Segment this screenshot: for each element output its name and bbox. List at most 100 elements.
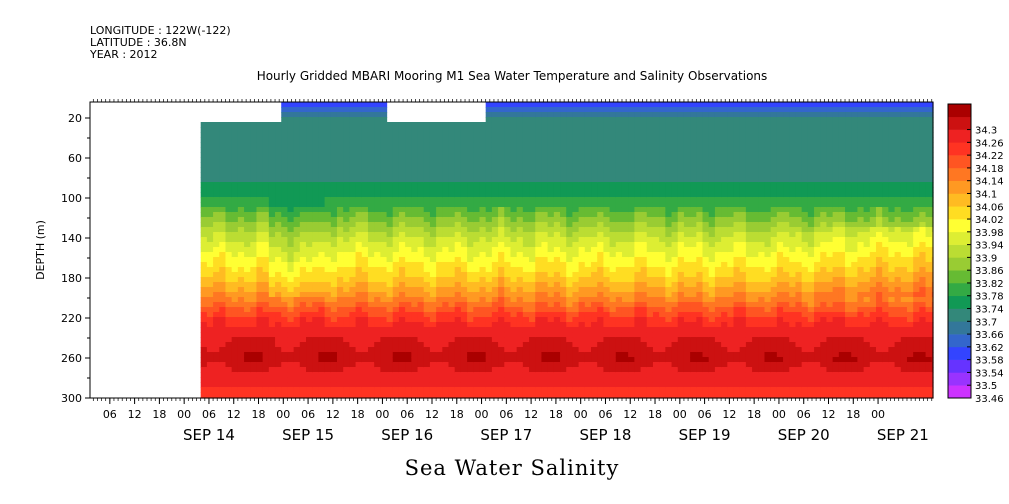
salinity-cell (690, 207, 697, 213)
salinity-cell (219, 272, 227, 278)
salinity-cell (572, 182, 580, 188)
salinity-cell (200, 222, 208, 228)
salinity-cell (714, 217, 722, 223)
salinity-cell (603, 222, 611, 228)
salinity-cell (510, 247, 518, 253)
salinity-cell (609, 357, 617, 363)
salinity-cell (213, 357, 220, 363)
salinity-cell (708, 162, 716, 168)
salinity-cell (572, 122, 580, 128)
salinity-cell (448, 367, 456, 373)
salinity-cell (467, 207, 474, 213)
salinity-cell (256, 247, 264, 253)
salinity-cell (677, 182, 685, 188)
salinity-cell (281, 192, 289, 198)
salinity-cell (330, 267, 338, 273)
salinity-cell (237, 332, 245, 338)
salinity-cell (460, 207, 468, 213)
salinity-cell (591, 207, 598, 213)
salinity-cell (553, 237, 561, 243)
salinity-cell (405, 182, 412, 188)
salinity-cell (553, 242, 561, 248)
salinity-cell (591, 267, 598, 273)
salinity-cell (578, 122, 586, 128)
salinity-cell (597, 302, 604, 308)
salinity-cell (213, 182, 220, 188)
salinity-cell (714, 192, 722, 198)
salinity-cell (467, 172, 474, 178)
salinity-cell (349, 307, 357, 313)
salinity-cell (275, 197, 282, 203)
salinity-cell (237, 127, 245, 133)
salinity-cell (405, 367, 412, 373)
salinity-cell (615, 177, 623, 183)
salinity-cell (646, 312, 654, 318)
salinity-cell (522, 162, 530, 168)
salinity-cell (572, 267, 580, 273)
salinity-cell (386, 237, 394, 243)
salinity-cell (225, 167, 233, 173)
salinity-cell (659, 267, 666, 273)
salinity-cell (659, 302, 666, 308)
salinity-cell (324, 302, 332, 308)
salinity-cell (417, 317, 425, 323)
salinity-cell (244, 247, 251, 253)
salinity-cell (615, 312, 623, 318)
salinity-cell (281, 392, 289, 398)
salinity-cell (535, 312, 543, 318)
salinity-cell (423, 217, 431, 223)
salinity-cell (591, 362, 598, 368)
salinity-cell (696, 307, 704, 313)
salinity-cell (690, 322, 697, 328)
salinity-cell (646, 347, 654, 353)
salinity-cell (442, 232, 450, 238)
salinity-cell (219, 232, 227, 238)
salinity-cell (467, 217, 474, 223)
salinity-cell (510, 127, 518, 133)
salinity-cell (516, 377, 524, 383)
salinity-cell (318, 107, 326, 113)
salinity-cell (498, 302, 505, 308)
salinity-cell (392, 257, 400, 263)
salinity-cell (244, 192, 251, 198)
salinity-cell (677, 247, 685, 253)
salinity-cell (219, 392, 227, 398)
salinity-cell (256, 237, 264, 243)
salinity-cell (250, 157, 258, 163)
salinity-cell (597, 322, 604, 328)
salinity-cell (454, 357, 462, 363)
salinity-cell (306, 172, 313, 178)
salinity-cell (485, 172, 493, 178)
salinity-cell (572, 297, 580, 303)
salinity-cell (380, 187, 388, 193)
salinity-cell (677, 342, 685, 348)
salinity-cell (343, 257, 350, 263)
salinity-cell (479, 202, 487, 208)
salinity-cell (355, 337, 363, 343)
salinity-cell (219, 122, 227, 128)
salinity-cell (467, 252, 474, 258)
salinity-cell (250, 167, 258, 173)
salinity-cell (244, 257, 251, 263)
salinity-cell (206, 382, 214, 388)
salinity-cell (597, 332, 604, 338)
salinity-cell (572, 337, 580, 343)
salinity-cell (231, 157, 239, 163)
salinity-cell (572, 277, 580, 283)
salinity-cell (250, 177, 258, 183)
salinity-cell (702, 357, 710, 363)
salinity-cell (318, 227, 326, 233)
salinity-cell (386, 267, 394, 273)
salinity-cell (460, 172, 468, 178)
salinity-cell (628, 212, 635, 218)
salinity-cell (522, 347, 530, 353)
salinity-cell (603, 192, 611, 198)
salinity-cell (690, 167, 697, 173)
salinity-cell (491, 157, 499, 163)
salinity-cell (268, 172, 276, 178)
salinity-cell (299, 372, 307, 378)
salinity-cell (231, 297, 239, 303)
salinity-cell (219, 142, 227, 148)
salinity-cell (343, 352, 350, 358)
salinity-cell (578, 267, 586, 273)
